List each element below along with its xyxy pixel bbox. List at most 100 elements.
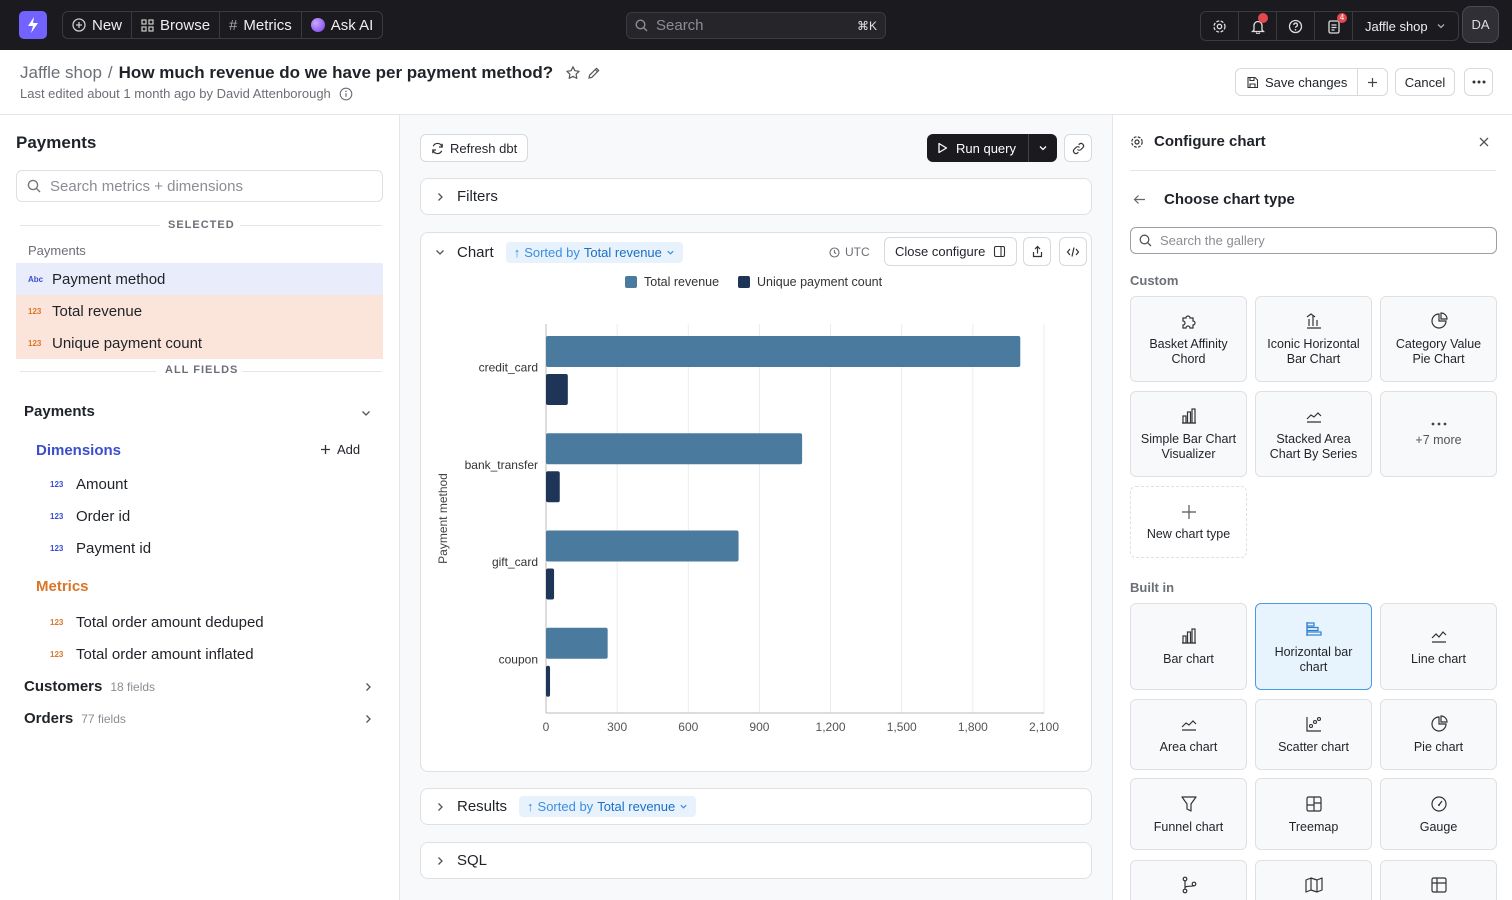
page-title: How much revenue do we have per payment …: [118, 63, 554, 82]
field-search-input[interactable]: Search metrics + dimensions: [16, 170, 383, 202]
filters-card[interactable]: Filters: [420, 178, 1092, 215]
table-name: Payments: [24, 403, 95, 420]
field-item-total-order-amount-inflated[interactable]: 123 Total order amount inflated: [50, 646, 254, 663]
chart-type-sankey[interactable]: [1130, 860, 1247, 900]
field-item-payment-id[interactable]: 123 Payment id: [50, 540, 151, 557]
share-link-button[interactable]: [1064, 134, 1092, 162]
x-tick-label: 300: [607, 720, 627, 734]
chart-type-basket-affinity-chord[interactable]: Basket Affinity Chord: [1130, 296, 1247, 382]
ask-ai-button[interactable]: Ask AI: [302, 12, 383, 38]
chevron-right-icon[interactable]: [362, 713, 374, 725]
export-button[interactable]: [1023, 237, 1051, 266]
chart-type-pie[interactable]: Pie chart: [1380, 699, 1497, 770]
code-icon: [1066, 246, 1080, 258]
table-customers-header[interactable]: Customers 18 fields: [24, 678, 155, 695]
run-query-group: Run query: [927, 134, 1057, 162]
chart-type-gauge[interactable]: Gauge: [1380, 778, 1497, 850]
table-orders-header[interactable]: Orders 77 fields: [24, 710, 126, 727]
chart-type-stacked-area[interactable]: Stacked Area Chart By Series: [1255, 391, 1372, 477]
number-type-icon: 123: [50, 618, 64, 627]
refresh-dbt-button[interactable]: Refresh dbt: [420, 134, 529, 162]
help-button[interactable]: [1277, 12, 1315, 40]
validation-button[interactable]: 4: [1315, 12, 1353, 40]
chart-type-table[interactable]: [1380, 860, 1497, 900]
chart-type-area[interactable]: Area chart: [1130, 699, 1247, 770]
new-chart-type-button[interactable]: New chart type: [1130, 486, 1247, 558]
chart-sort-pill[interactable]: ↑ Sorted by Total revenue: [505, 241, 683, 263]
hash-icon: #: [229, 16, 238, 34]
new-chart-type-label: New chart type: [1146, 526, 1231, 541]
run-query-button[interactable]: Run query: [927, 134, 1028, 162]
metrics-button[interactable]: # Metrics: [220, 12, 302, 38]
selected-field-payment-method[interactable]: Abc Payment method: [16, 263, 383, 295]
cancel-button[interactable]: Cancel: [1395, 68, 1455, 96]
field-item-total-order-amount-deduped[interactable]: 123 Total order amount deduped: [50, 614, 264, 631]
configure-chart-panel: Configure chart Choose chart type Search…: [1112, 115, 1512, 900]
gallery-search-input[interactable]: Search the gallery: [1130, 227, 1497, 254]
chevron-down-icon[interactable]: [435, 247, 445, 257]
chart-type-funnel[interactable]: Funnel chart: [1130, 778, 1247, 850]
breadcrumb-space[interactable]: Jaffle shop: [20, 63, 102, 82]
field-count: 18 fields: [110, 679, 156, 694]
notifications-button[interactable]: [1239, 12, 1277, 40]
chart-card-header: Chart ↑ Sorted by Total revenue: [435, 241, 683, 263]
chart-type-label: +7 more: [1415, 432, 1462, 447]
bar-chart-icon: [1179, 626, 1199, 646]
settings-button[interactable]: [1201, 12, 1239, 40]
chart-type-line[interactable]: Line chart: [1380, 603, 1497, 690]
chart-type-more[interactable]: +7 more: [1380, 391, 1497, 477]
selected-field-unique-payment-count[interactable]: 123 Unique payment count: [16, 327, 383, 359]
field-item-amount[interactable]: 123 Amount: [50, 476, 128, 493]
pencil-icon[interactable]: [587, 66, 601, 80]
clock-icon: [829, 246, 840, 258]
results-card[interactable]: Results ↑ Sorted by Total revenue: [420, 788, 1092, 825]
arrow-left-icon[interactable]: [1133, 194, 1146, 205]
pie-chart-icon: [1429, 311, 1449, 331]
timezone-indicator[interactable]: UTC: [829, 245, 870, 259]
user-avatar[interactable]: DA: [1462, 6, 1499, 43]
sql-label: SQL: [457, 852, 488, 869]
chart-type-treemap[interactable]: Treemap: [1255, 778, 1372, 850]
selected-field-total-revenue[interactable]: 123 Total revenue: [16, 295, 383, 327]
close-configure-button[interactable]: Close configure: [884, 237, 1018, 266]
chevron-right-icon[interactable]: [362, 681, 374, 693]
chart-type-label: Simple Bar Chart Visualizer: [1140, 432, 1237, 461]
more-options-button[interactable]: [1464, 68, 1493, 96]
save-options-button[interactable]: [1358, 68, 1389, 96]
divider: [20, 371, 156, 372]
embed-code-button[interactable]: [1059, 237, 1087, 266]
close-icon[interactable]: [1478, 136, 1490, 148]
chart-type-bar[interactable]: Bar chart: [1130, 603, 1247, 690]
field-label: Amount: [76, 476, 128, 493]
last-edited-text: Last edited about 1 month ago by David A…: [20, 86, 331, 101]
star-icon[interactable]: [565, 65, 581, 81]
new-button[interactable]: New: [63, 12, 133, 38]
results-sort-pill[interactable]: ↑ Sorted by Total revenue: [519, 796, 697, 817]
gallery-search-placeholder: Search the gallery: [1160, 233, 1265, 248]
chart-type-simple-bar-visualizer[interactable]: Simple Bar Chart Visualizer: [1130, 391, 1247, 477]
run-query-options-button[interactable]: [1027, 134, 1057, 162]
gauge-icon: [1429, 794, 1449, 814]
browse-button[interactable]: Browse: [132, 12, 221, 38]
table-payments-header[interactable]: Payments: [24, 403, 95, 420]
chart-type-label: Line chart: [1411, 652, 1466, 666]
chart-type-iconic-horizontal-bar[interactable]: Iconic Horizontal Bar Chart: [1255, 296, 1372, 382]
chart-type-scatter[interactable]: Scatter chart: [1255, 699, 1372, 770]
add-dimension-button[interactable]: Add: [320, 442, 360, 457]
app-logo[interactable]: [19, 11, 47, 39]
top-bar: New Browse # Metrics Ask AI Search ⌘K: [0, 0, 1512, 50]
chart-type-horizontal-bar[interactable]: Horizontal bar chart: [1255, 603, 1372, 690]
sort-prefix: Sorted by: [524, 244, 580, 260]
divider: [240, 225, 382, 226]
chevron-down-icon[interactable]: [360, 407, 372, 419]
field-item-order-id[interactable]: 123 Order id: [50, 508, 130, 525]
project-selector[interactable]: Jaffle shop: [1353, 12, 1458, 40]
sql-card[interactable]: SQL: [420, 842, 1092, 879]
chart-type-category-value-pie[interactable]: Category Value Pie Chart: [1380, 296, 1497, 382]
save-changes-button[interactable]: Save changes: [1235, 68, 1359, 96]
info-icon[interactable]: [339, 87, 353, 101]
last-edited: Last edited about 1 month ago by David A…: [20, 86, 353, 101]
global-search[interactable]: Search ⌘K: [626, 12, 886, 39]
browse-label: Browse: [160, 16, 211, 34]
chart-type-map[interactable]: [1255, 860, 1372, 900]
